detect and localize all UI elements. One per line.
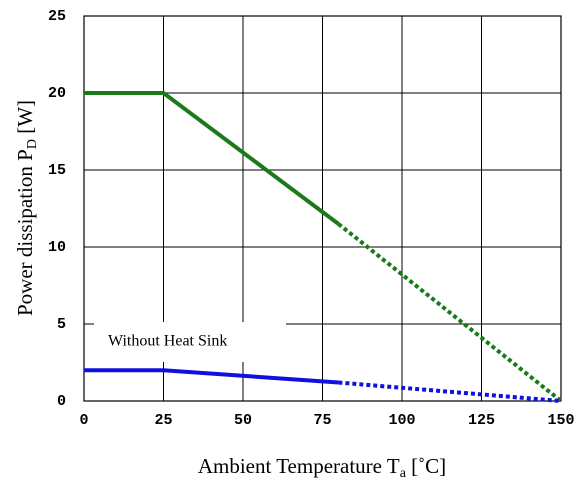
x-tick-label: 0 — [79, 412, 88, 429]
x-label-main: Ambient Temperature T — [198, 454, 400, 478]
x-tick-label: 150 — [547, 412, 574, 429]
series-line — [84, 91, 340, 226]
y-tick-label: 20 — [48, 85, 66, 102]
y-axis-label: Power dissipation PD [W] — [13, 100, 40, 316]
series-line — [84, 368, 339, 385]
y-label-tail: [W] — [13, 100, 37, 139]
annotation-box — [94, 322, 286, 362]
x-tick-label: 125 — [468, 412, 495, 429]
y-label-sub: D — [25, 139, 40, 149]
series-line — [337, 222, 563, 403]
y-label-main: Power dissipation P — [13, 149, 37, 316]
x-tick-label: 100 — [388, 412, 415, 429]
y-tick-label: 5 — [57, 316, 66, 333]
y-tick-label: 25 — [48, 8, 66, 25]
x-tick-label: 25 — [154, 412, 172, 429]
x-label-sub: a — [400, 466, 407, 481]
y-tick-label: 15 — [48, 162, 66, 179]
annotation: Without Heat Sink — [108, 333, 227, 350]
series-line — [338, 380, 562, 403]
x-axis-label: Ambient Temperature Ta [˚C] — [198, 454, 446, 481]
y-tick-label: 10 — [48, 239, 66, 256]
y-tick-label: 0 — [57, 393, 66, 410]
x-label-tail: [˚C] — [406, 454, 446, 478]
lines — [84, 91, 563, 403]
x-tick-label: 50 — [234, 412, 252, 429]
x-tick-label: 75 — [313, 412, 331, 429]
